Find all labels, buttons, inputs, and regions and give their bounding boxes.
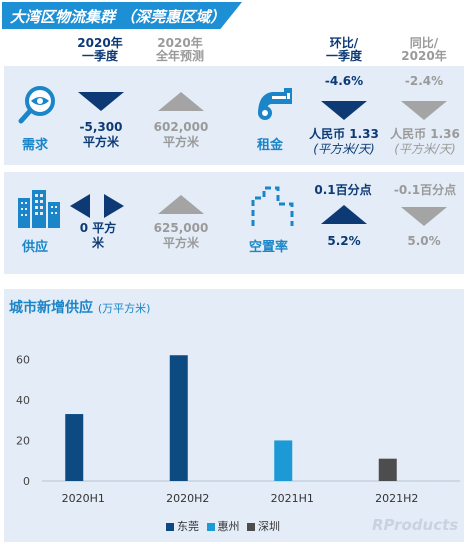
- col-header-yoy-line1: 同比/: [409, 36, 439, 50]
- col-header-q1: 2020年 一季度: [68, 37, 132, 63]
- col-header-fy: 2020年 全年预测: [148, 37, 212, 63]
- demand-fy-value: 602,000 平方米: [144, 120, 218, 150]
- watermark-logo: RProducts: [372, 516, 459, 534]
- legend-swatch-dongguan: [166, 523, 174, 531]
- chart-title: 城市新增供应 (万平方米): [9, 297, 150, 317]
- supply-q1-right-arrow-icon: [104, 194, 124, 218]
- chart-title-text: 城市新增供应: [9, 300, 93, 316]
- col-header-q1-line1: 2020年: [77, 36, 123, 50]
- demand-rent-panel: [4, 66, 464, 165]
- rent-yoy-down-arrow-icon: [401, 101, 447, 120]
- x-tick-label: 2020H2: [166, 492, 209, 505]
- col-header-yoy: 同比/ 2020年: [392, 37, 456, 63]
- supply-q1-unit: 米: [91, 236, 104, 250]
- magnifier-eye-icon: [18, 86, 55, 124]
- key-icon: [258, 88, 292, 120]
- bar-东莞-2020H1: [65, 414, 84, 481]
- legend-swatch-huizhou: [206, 523, 215, 531]
- demand-fy-number: 602,000: [153, 120, 209, 134]
- col-header-qoq-line2: 一季度: [325, 49, 362, 63]
- demand-q1-unit: 平方米: [82, 135, 119, 149]
- col-header-yoy-line2: 2020年: [401, 49, 447, 63]
- col-header-fy-line2: 全年预测: [155, 49, 204, 63]
- legend-label-huizhou: 惠州: [217, 520, 240, 533]
- chart-legend: 东莞 惠州 深圳: [166, 518, 280, 534]
- col-header-q1-line2: 一季度: [81, 49, 118, 63]
- legend-label-dongguan: 东莞: [177, 520, 199, 533]
- rent-qoq-number: 人民币 1.33: [309, 127, 379, 141]
- supply-vacancy-panel: [4, 172, 464, 274]
- supply-q1-left-arrow-icon: [70, 194, 90, 218]
- legend-label-shenzhen: 深圳: [258, 520, 280, 533]
- vacancy-yoy-value: 5.0%: [407, 234, 441, 248]
- vacancy-label: 空置率: [249, 240, 289, 255]
- rent-yoy-change: -2.4%: [404, 74, 444, 88]
- x-tick-label: 2021H2: [375, 492, 418, 505]
- title-banner: 大湾区物流集群 （深莞惠区域）: [2, 2, 242, 29]
- page-title: 大湾区物流集群 （深莞惠区域）: [10, 8, 226, 26]
- supply-fy-value: 625,000 平方米: [144, 221, 218, 251]
- vacancy-qoq-up-arrow-icon: [321, 205, 367, 224]
- supply-q1-value: 0 平方 米: [70, 221, 126, 251]
- rent-yoy-value: 人民币 1.36 (平方米/天): [382, 127, 468, 157]
- demand-q1-down-arrow-icon: [78, 92, 124, 111]
- x-tick-label: 2020H1: [62, 492, 105, 505]
- chart-unit: (万平方米): [97, 302, 151, 315]
- legend-item-shenzhen: 深圳: [247, 520, 280, 533]
- col-header-qoq: 环比/ 一季度: [312, 37, 376, 63]
- rent-qoq-value: 人民币 1.33 (平方米/天): [300, 127, 388, 157]
- vacancy-qoq-change: 0.1百分点: [314, 183, 372, 197]
- demand-label: 需求: [22, 138, 49, 153]
- col-header-fy-line1: 2020年: [157, 36, 203, 50]
- supply-fy-up-arrow-icon: [158, 195, 204, 214]
- bar-深圳-2021H2: [378, 458, 397, 481]
- demand-q1-number: -5,300: [79, 120, 123, 134]
- rent-qoq-down-arrow-icon: [321, 101, 367, 120]
- rent-label: 租金: [257, 138, 284, 153]
- col-header-qoq-line1: 环比/: [329, 36, 359, 50]
- buildings-icon: [18, 190, 60, 228]
- x-tick-label: 2021H1: [271, 492, 314, 505]
- demand-fy-unit: 平方米: [162, 135, 199, 149]
- rent-yoy-number: 人民币 1.36: [390, 127, 460, 141]
- legend-item-dongguan: 东莞: [166, 520, 199, 533]
- demand-fy-up-arrow-icon: [158, 92, 204, 111]
- bar-惠州-2021H1: [274, 440, 293, 481]
- supply-q1-number: 0 平方: [79, 221, 117, 235]
- y-tick-label: 0: [23, 475, 30, 488]
- rent-yoy-unit: (平方米/天): [394, 142, 456, 156]
- empty-building-icon: [251, 186, 294, 226]
- demand-q1-value: -5,300 平方米: [65, 120, 137, 150]
- supply-fy-unit: 平方米: [162, 236, 199, 250]
- rent-qoq-change: -4.6%: [324, 74, 364, 88]
- vacancy-yoy-change: -0.1百分点: [393, 183, 457, 197]
- y-tick-label: 20: [16, 434, 30, 447]
- vacancy-yoy-down-arrow-icon: [401, 207, 447, 226]
- vacancy-qoq-value: 5.2%: [327, 234, 361, 248]
- rent-qoq-unit: (平方米/天): [313, 142, 375, 156]
- supply-fy-number: 625,000: [153, 221, 209, 235]
- y-tick-label: 60: [16, 353, 30, 366]
- supply-label: 供应: [22, 240, 49, 255]
- legend-item-huizhou: 惠州: [206, 520, 240, 533]
- bar-东莞-2020H2: [169, 355, 188, 481]
- y-tick-label: 40: [16, 394, 30, 407]
- legend-swatch-shenzhen: [247, 523, 255, 531]
